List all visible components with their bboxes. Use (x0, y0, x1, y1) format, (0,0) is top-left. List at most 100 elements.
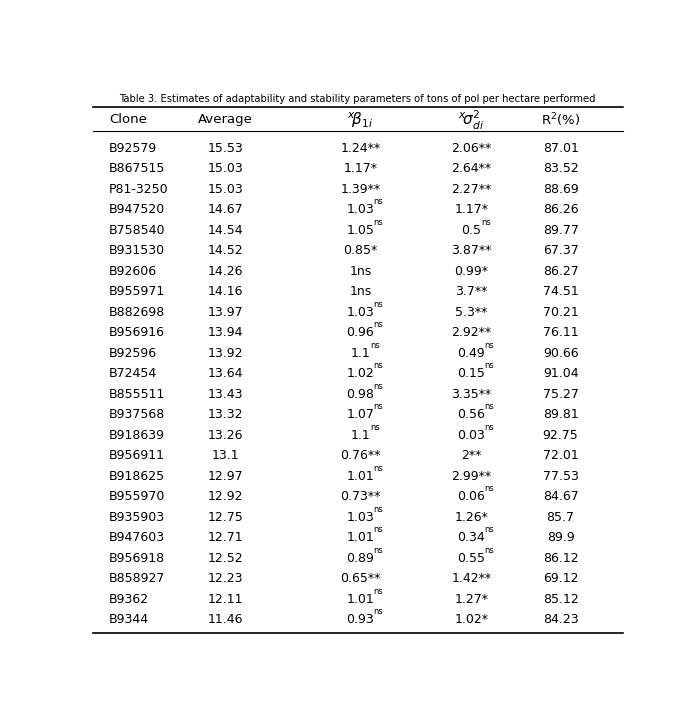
Text: $^x\!\beta_{1i}$: $^x\!\beta_{1i}$ (348, 110, 373, 130)
Text: 0.03: 0.03 (457, 429, 485, 442)
Text: 77.53: 77.53 (542, 469, 579, 482)
Text: 13.97: 13.97 (207, 305, 243, 318)
Text: B92579: B92579 (109, 142, 157, 155)
Text: R$^2$(%): R$^2$(%) (541, 111, 580, 129)
Text: 2.06**: 2.06** (451, 142, 491, 155)
Text: 69.12: 69.12 (543, 572, 579, 585)
Text: 15.03: 15.03 (207, 183, 243, 196)
Text: ns: ns (371, 422, 380, 432)
Text: ns: ns (371, 341, 380, 349)
Text: 89.77: 89.77 (542, 224, 579, 237)
Text: ns: ns (484, 422, 494, 432)
Text: 1.1: 1.1 (350, 347, 371, 360)
Text: 0.65**: 0.65** (340, 572, 380, 585)
Text: 2.27**: 2.27** (451, 183, 491, 196)
Text: 1ns: 1ns (349, 285, 371, 298)
Text: B955970: B955970 (109, 490, 165, 503)
Text: 75.27: 75.27 (542, 388, 579, 401)
Text: 67.37: 67.37 (543, 244, 579, 257)
Text: 14.54: 14.54 (207, 224, 243, 237)
Text: Table 3. Estimates of adaptability and stability parameters of tons of pol per h: Table 3. Estimates of adaptability and s… (119, 94, 596, 104)
Text: 72.01: 72.01 (543, 449, 579, 462)
Text: 0.56: 0.56 (457, 408, 485, 421)
Text: B9362: B9362 (109, 593, 149, 606)
Text: 1.01: 1.01 (346, 531, 374, 544)
Text: B918625: B918625 (109, 469, 165, 482)
Text: 2.92**: 2.92** (452, 326, 491, 339)
Text: 87.01: 87.01 (542, 142, 579, 155)
Text: B935903: B935903 (109, 510, 165, 523)
Text: $^x\!\sigma^2_{di}$: $^x\!\sigma^2_{di}$ (459, 108, 484, 131)
Text: 86.26: 86.26 (543, 203, 579, 216)
Text: 84.67: 84.67 (543, 490, 579, 503)
Text: 1.03: 1.03 (346, 203, 374, 216)
Text: ns: ns (373, 464, 383, 473)
Text: 1.39**: 1.39** (341, 183, 380, 196)
Text: ns: ns (373, 402, 383, 412)
Text: 1.42**: 1.42** (452, 572, 491, 585)
Text: 92.75: 92.75 (543, 429, 579, 442)
Text: 1.03: 1.03 (346, 510, 374, 523)
Text: 0.89: 0.89 (346, 552, 374, 565)
Text: 1.17*: 1.17* (343, 162, 378, 175)
Text: ns: ns (373, 361, 383, 370)
Text: Clone: Clone (109, 113, 147, 126)
Text: 91.04: 91.04 (543, 367, 579, 380)
Text: B947520: B947520 (109, 203, 165, 216)
Text: 3.35**: 3.35** (451, 388, 491, 401)
Text: 89.81: 89.81 (543, 408, 579, 421)
Text: 0.15: 0.15 (457, 367, 485, 380)
Text: B92606: B92606 (109, 264, 157, 277)
Text: 83.52: 83.52 (543, 162, 579, 175)
Text: 0.34: 0.34 (457, 531, 485, 544)
Text: ns: ns (484, 525, 494, 534)
Text: 12.11: 12.11 (207, 593, 243, 606)
Text: ns: ns (373, 300, 383, 309)
Text: 13.92: 13.92 (207, 347, 243, 360)
Text: ns: ns (373, 197, 383, 206)
Text: B9344: B9344 (109, 613, 149, 626)
Text: B937568: B937568 (109, 408, 165, 421)
Text: 14.16: 14.16 (207, 285, 243, 298)
Text: 12.52: 12.52 (207, 552, 243, 565)
Text: B72454: B72454 (109, 367, 157, 380)
Text: 90.66: 90.66 (543, 347, 579, 360)
Text: 0.93: 0.93 (346, 613, 374, 626)
Text: 15.03: 15.03 (207, 162, 243, 175)
Text: 76.11: 76.11 (543, 326, 579, 339)
Text: 85.7: 85.7 (547, 510, 574, 523)
Text: 12.71: 12.71 (207, 531, 243, 544)
Text: ns: ns (373, 587, 383, 596)
Text: 1ns: 1ns (349, 264, 371, 277)
Text: B92596: B92596 (109, 347, 157, 360)
Text: ns: ns (373, 607, 383, 616)
Text: ns: ns (484, 361, 494, 370)
Text: ns: ns (481, 218, 491, 227)
Text: 0.49: 0.49 (457, 347, 485, 360)
Text: 1.07: 1.07 (346, 408, 374, 421)
Text: 2.99**: 2.99** (452, 469, 491, 482)
Text: 1.24**: 1.24** (341, 142, 380, 155)
Text: 5.3**: 5.3** (455, 305, 487, 318)
Text: 11.46: 11.46 (207, 613, 243, 626)
Text: 1.17*: 1.17* (454, 203, 489, 216)
Text: B758540: B758540 (109, 224, 165, 237)
Text: B858927: B858927 (109, 572, 165, 585)
Text: 1.26*: 1.26* (454, 510, 489, 523)
Text: 13.26: 13.26 (207, 429, 243, 442)
Text: B882698: B882698 (109, 305, 165, 318)
Text: 1.05: 1.05 (346, 224, 374, 237)
Text: B947603: B947603 (109, 531, 165, 544)
Text: B931530: B931530 (109, 244, 165, 257)
Text: B867515: B867515 (109, 162, 165, 175)
Text: 0.76**: 0.76** (340, 449, 380, 462)
Text: 14.26: 14.26 (207, 264, 243, 277)
Text: 1.1: 1.1 (350, 429, 371, 442)
Text: 3.87**: 3.87** (451, 244, 491, 257)
Text: 13.43: 13.43 (207, 388, 243, 401)
Text: 13.1: 13.1 (211, 449, 239, 462)
Text: 12.97: 12.97 (207, 469, 243, 482)
Text: 1.02: 1.02 (346, 367, 374, 380)
Text: 89.9: 89.9 (547, 531, 574, 544)
Text: ns: ns (484, 484, 494, 493)
